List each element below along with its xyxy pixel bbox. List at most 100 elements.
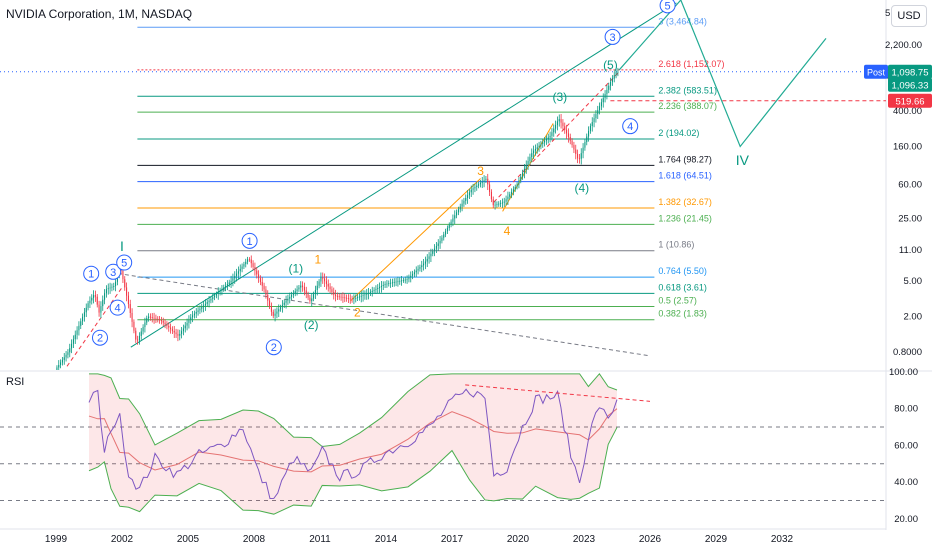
price-candle-body [593, 118, 595, 123]
price-candle-body [146, 318, 148, 323]
price-candle-body [435, 246, 437, 249]
price-candle-body [254, 266, 256, 271]
wave-label: I [120, 238, 124, 254]
rsi-axis-tick: 40.00 [894, 477, 918, 488]
price-candle-body [467, 195, 469, 198]
time-axis-tick: 2017 [441, 534, 464, 545]
wave-label-circle [659, 0, 676, 14]
price-candle-body [611, 78, 613, 83]
rsi-lower-band [88, 427, 618, 515]
price-candle-body [369, 291, 371, 293]
price-candle-body [258, 274, 260, 279]
price-candle-body [335, 294, 337, 296]
price-candle-body [347, 298, 349, 299]
price-candle-body [421, 265, 423, 268]
wave-label: 1 [88, 269, 94, 281]
price-candle-body [179, 333, 181, 336]
price-candle-body [610, 82, 612, 86]
price-axis-tick: 0.8000 [893, 347, 922, 358]
price-candle-body [344, 297, 346, 299]
price-candle-body [476, 185, 478, 187]
price-candle-body [509, 194, 511, 197]
rsi-axis-tick: 20.00 [894, 514, 918, 525]
price-candle-body [456, 212, 458, 216]
price-badge-text: 519.66 [895, 96, 924, 107]
price-candle-body [602, 98, 604, 103]
price-candle-body [320, 277, 322, 282]
price-candle-body [443, 234, 445, 238]
price-candle-body [459, 206, 461, 210]
price-candle-body [360, 295, 362, 297]
price-candle-body [221, 289, 223, 291]
price-candle-body [481, 181, 483, 183]
wave-label: 3 [610, 32, 616, 44]
price-candle-body [591, 122, 593, 127]
price-candle-body [91, 297, 93, 301]
price-candle-body [245, 261, 247, 265]
price-candle-body [331, 289, 333, 292]
price-candle-body [351, 298, 353, 300]
price-candle-body [228, 282, 230, 285]
price-candle-body [452, 218, 454, 222]
price-candle-body [349, 298, 351, 300]
price-candle-body [538, 145, 540, 148]
price-candle-body [562, 122, 564, 127]
price-candle-body [104, 293, 106, 300]
price-candle-body [78, 325, 80, 331]
price-candle-body [322, 277, 324, 279]
wave-label-circle [92, 329, 108, 346]
price-candle-body [496, 204, 498, 205]
price-candle-body [551, 132, 553, 136]
price-candle-body [294, 291, 296, 294]
price-candle-body [413, 272, 415, 275]
price-candle-body [567, 133, 569, 137]
price-candle-body [248, 259, 250, 261]
wave-label: 2 [271, 342, 277, 354]
price-candle-body [357, 297, 359, 299]
fib-level-label: 1 (10.86) [658, 240, 694, 250]
price-candle-body [164, 322, 166, 325]
price-candle-body [556, 121, 558, 125]
price-candle-body [553, 128, 555, 133]
price-candle-body [324, 278, 326, 282]
price-candle-body [595, 114, 597, 119]
price-candle-body [137, 339, 139, 341]
price-candle-body [545, 139, 547, 141]
currency-button[interactable]: USD [891, 5, 927, 27]
time-axis-tick: 1999 [45, 534, 68, 545]
price-candle-body [377, 287, 379, 289]
price-candle-body [65, 354, 67, 358]
wave-label-circle [604, 28, 621, 45]
price-candle-body [362, 295, 364, 296]
price-candle-body [287, 298, 289, 301]
price-candle-body [340, 296, 342, 298]
price-candle-body [316, 285, 318, 290]
chart-title: NVIDIA Corporation, 1M, NASDAQ [6, 7, 193, 21]
fib-level-label: 1.236 (21.45) [658, 213, 712, 223]
price-candle-body [479, 182, 481, 185]
trend-line [110, 271, 651, 357]
price-candle-body [384, 283, 386, 285]
price-candle-body [446, 228, 448, 232]
price-candle-body [617, 71, 619, 73]
price-candle-body [129, 304, 131, 313]
price-candle-body [96, 296, 98, 305]
price-candle-body [375, 288, 377, 290]
price-candle-body [408, 277, 410, 280]
price-candle-body [83, 312, 85, 317]
price-candle-body [536, 147, 538, 149]
time-axis-tick: 2011 [309, 534, 331, 545]
price-candle-body [604, 93, 606, 99]
price-candle-body [252, 263, 254, 267]
fib-level-label: 3 (3,464.84) [658, 16, 707, 26]
price-candle-body [516, 184, 518, 187]
price-candle-body [182, 328, 184, 332]
price-candle-body [138, 335, 140, 341]
price-candle-body [204, 303, 206, 306]
price-candle-body [243, 264, 245, 267]
price-candle-body [518, 180, 520, 185]
price-candle-body [599, 106, 601, 111]
price-candle-body [201, 307, 203, 309]
price-candle-body [364, 294, 366, 296]
